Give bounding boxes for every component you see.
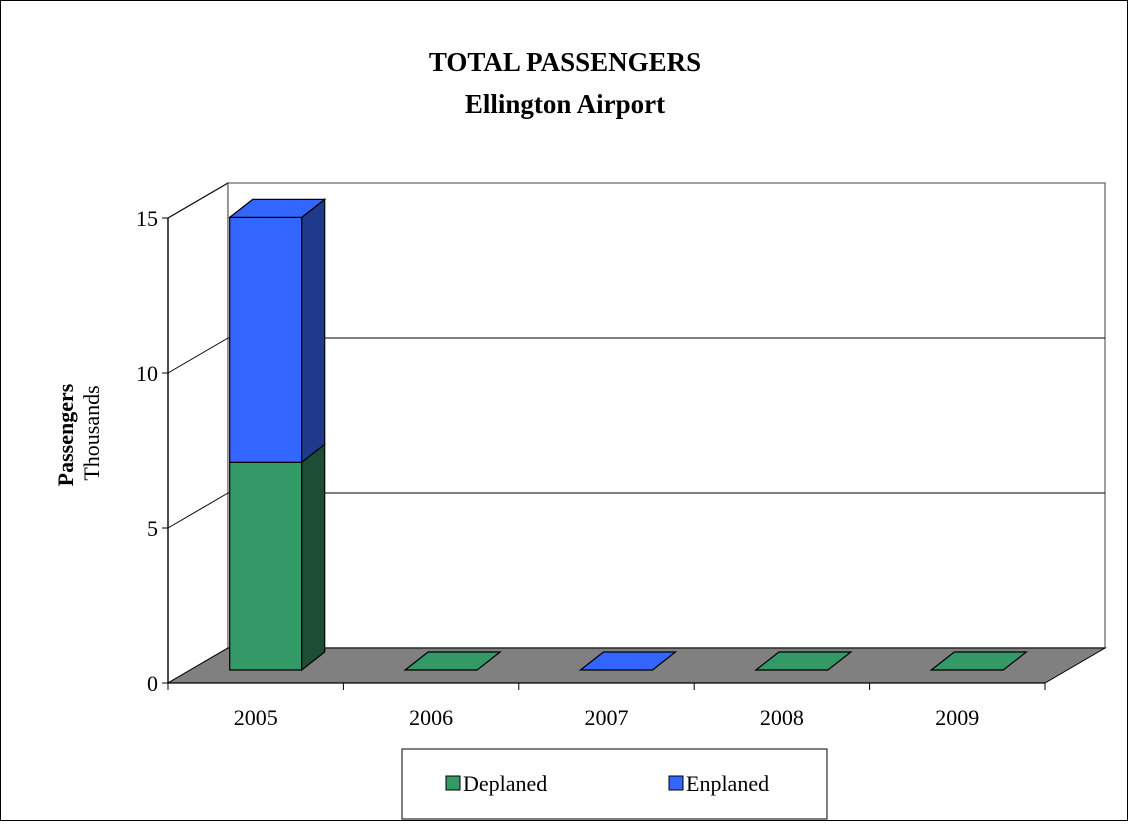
legend-label-enplaned: Enplaned [686,771,769,796]
legend: Deplaned Enplaned [401,748,828,820]
y-axis-label: Passengers [53,383,78,486]
svg-text:Passengers Thousands: Passengers Thousands [53,380,104,487]
y-tick-label: 5 [147,516,158,541]
bar-side [301,198,326,464]
chart-subtitle: Ellington Airport [465,89,665,119]
legend-swatch-enplaned [668,775,684,791]
legend-label-deplaned: Deplaned [463,771,547,796]
gridline-side [167,337,229,374]
back-wall [227,182,1106,649]
y-tick-label: 15 [136,206,158,231]
x-tick-label: 2005 [234,705,278,730]
bar-top [754,651,853,671]
side-wall [167,181,229,685]
x-tick-label: 2009 [935,705,979,730]
bar-front [229,461,303,671]
legend-swatch-deplaned [445,775,461,791]
plot-area: 0 5 10 15 2005 2006 2007 2008 2009 [136,181,1107,730]
bar-top [227,198,327,218]
bar-front [229,216,303,463]
y-tick-label: 10 [136,361,158,386]
x-tick-label: 2007 [585,705,629,730]
x-tick-label: 2006 [409,705,453,730]
chart-title: TOTAL PASSENGERS [429,47,701,77]
y-axis-title: Passengers Thousands [53,380,104,487]
bar-top [403,651,502,671]
bar-top [929,651,1029,671]
y-tick-label: 0 [147,671,158,696]
bar-top [578,651,678,671]
x-tick-label: 2008 [760,705,804,730]
legend-box [401,748,828,820]
bar-side [301,443,326,672]
y-axis-unit: Thousands [79,385,104,480]
gridline-side [167,492,229,529]
axis-top-edge [167,182,229,219]
